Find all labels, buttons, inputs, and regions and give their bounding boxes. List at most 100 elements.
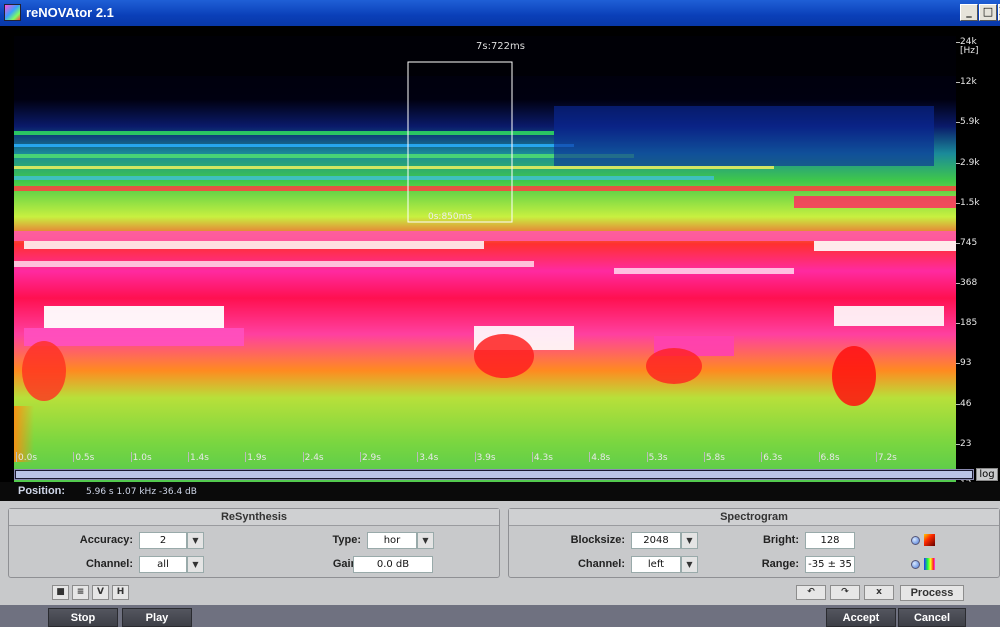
- freq-label: 12k: [960, 77, 977, 88]
- spectro-channel-dropdown-icon[interactable]: ▼: [681, 556, 698, 573]
- clear-button[interactable]: x: [864, 585, 894, 600]
- time-tick: [646, 452, 648, 462]
- spectrogram-canvas[interactable]: [14, 36, 956, 488]
- time-label: 1.9s: [247, 453, 267, 463]
- palette-radio-1[interactable]: [911, 536, 920, 545]
- freq-label: 368: [960, 278, 978, 289]
- scrollbar-thumb[interactable]: [16, 471, 972, 478]
- bright-label: Bright:: [762, 534, 799, 546]
- time-label: 0.5s: [75, 453, 95, 463]
- freq-label: 23: [960, 438, 972, 449]
- time-label: 4.3s: [533, 453, 553, 463]
- accuracy-dropdown-icon[interactable]: ▼: [187, 532, 204, 549]
- time-axis: 0.0s 0.5s 1.0s 1.4s 1.9s 2.4s 2.9s 3.4s 3.9s 4.3s…: [14, 452, 956, 468]
- spectrogram-settings-title: Spectrogram: [509, 509, 999, 526]
- time-tick: [130, 452, 132, 462]
- time-label: 3.9s: [476, 453, 496, 463]
- freq-label: 2.9k: [960, 157, 980, 168]
- type-select[interactable]: hor: [367, 532, 417, 549]
- time-label: 5.3s: [648, 453, 668, 463]
- accuracy-select[interactable]: 2: [139, 532, 187, 549]
- window-title: reNOVAtor 2.1: [26, 5, 114, 20]
- log-toggle-button[interactable]: log: [976, 468, 998, 481]
- time-label: 0.0s: [18, 453, 38, 463]
- freq-tick: [956, 122, 960, 124]
- freq-tick: [956, 283, 960, 285]
- horizontal-tool-button[interactable]: H: [112, 585, 129, 600]
- freq-label: 24k [Hz]: [960, 37, 979, 56]
- time-tick: [73, 452, 75, 462]
- palette-fire-icon[interactable]: [924, 534, 935, 546]
- freq-tick: [956, 363, 960, 365]
- time-label: 5.8s: [705, 453, 725, 463]
- freq-tick: [956, 202, 960, 204]
- freq-label: 745: [960, 237, 978, 248]
- selection-box: [407, 61, 513, 223]
- time-label: 2.9s: [361, 453, 381, 463]
- type-dropdown-icon[interactable]: ▼: [417, 532, 434, 549]
- time-tick: [474, 452, 476, 462]
- title-bar: reNOVAtor 2.1 _ □ X: [0, 0, 1000, 26]
- position-value: 5.96 s 1.07 kHz -36.4 dB: [86, 487, 197, 497]
- lock-icon[interactable]: ■: [52, 585, 69, 600]
- palette-rainbow-icon[interactable]: [924, 558, 935, 570]
- blocksize-dropdown-icon[interactable]: ▼: [681, 532, 698, 549]
- spectro-channel-select[interactable]: left: [631, 556, 681, 573]
- undo-icon[interactable]: ↶: [796, 585, 826, 600]
- bright-input[interactable]: 128: [805, 532, 855, 549]
- selection-inner-label: 0s:850ms: [428, 212, 473, 222]
- vertical-tool-button[interactable]: V: [92, 585, 109, 600]
- position-readout: Position: 5.96 s 1.07 kHz -36.4 dB: [0, 482, 1000, 501]
- time-tick: [818, 452, 820, 462]
- app-icon: [4, 4, 21, 21]
- time-tick: [187, 452, 189, 462]
- freq-tick: [956, 242, 960, 244]
- accuracy-label: Accuracy:: [79, 534, 133, 546]
- time-tick: [875, 452, 877, 462]
- bottom-action-bar: [0, 605, 1000, 627]
- spectro-channel-label: Channel:: [577, 558, 625, 570]
- resynth-channel-dropdown-icon[interactable]: ▼: [187, 556, 204, 573]
- time-tick: [589, 452, 591, 462]
- stop-button[interactable]: Stop: [48, 608, 118, 627]
- palette-radio-2[interactable]: [911, 560, 920, 569]
- selection-time-label: 7s:722ms: [476, 41, 525, 52]
- gain-input[interactable]: 0.0 dB: [353, 556, 433, 573]
- accept-button[interactable]: Accept: [826, 608, 896, 627]
- time-tick: [245, 452, 247, 462]
- list-icon[interactable]: ≡: [72, 585, 89, 600]
- freq-tick: [956, 82, 960, 84]
- resynthesis-panel: ReSynthesis Accuracy: 2 ▼ Channel: all ▼…: [8, 508, 500, 578]
- range-input[interactable]: -35 ± 35: [805, 556, 855, 573]
- gain-label: Gain:: [332, 558, 361, 570]
- freq-tick: [956, 323, 960, 325]
- time-scrollbar[interactable]: [14, 469, 974, 480]
- redo-icon[interactable]: ↷: [830, 585, 860, 600]
- play-button[interactable]: Play: [122, 608, 192, 627]
- time-label: 3.4s: [419, 453, 439, 463]
- process-button[interactable]: Process: [900, 585, 964, 601]
- resynth-channel-select[interactable]: all: [139, 556, 187, 573]
- time-label: 7.2s: [877, 453, 897, 463]
- spectrogram-settings-panel: Spectrogram Blocksize: 2048 ▼ Channel: l…: [508, 508, 1000, 578]
- freq-label: 46: [960, 398, 972, 409]
- freq-tick: [956, 443, 960, 445]
- type-label: Type:: [332, 534, 361, 546]
- maximize-button[interactable]: □: [979, 4, 997, 21]
- time-label: 1.4s: [189, 453, 209, 463]
- time-label: 1.0s: [132, 453, 152, 463]
- minimize-button[interactable]: _: [960, 4, 978, 21]
- freq-label: 93: [960, 358, 972, 369]
- time-tick: [302, 452, 304, 462]
- time-label: 6.3s: [763, 453, 783, 463]
- time-label: 4.8s: [591, 453, 611, 463]
- time-label: 2.4s: [304, 453, 324, 463]
- freq-tick: [956, 162, 960, 164]
- cancel-button[interactable]: Cancel: [898, 608, 966, 627]
- resynth-channel-label: Channel:: [85, 558, 133, 570]
- freq-label: 1.5k: [960, 197, 980, 208]
- freq-tick: [956, 403, 960, 405]
- blocksize-select[interactable]: 2048: [631, 532, 681, 549]
